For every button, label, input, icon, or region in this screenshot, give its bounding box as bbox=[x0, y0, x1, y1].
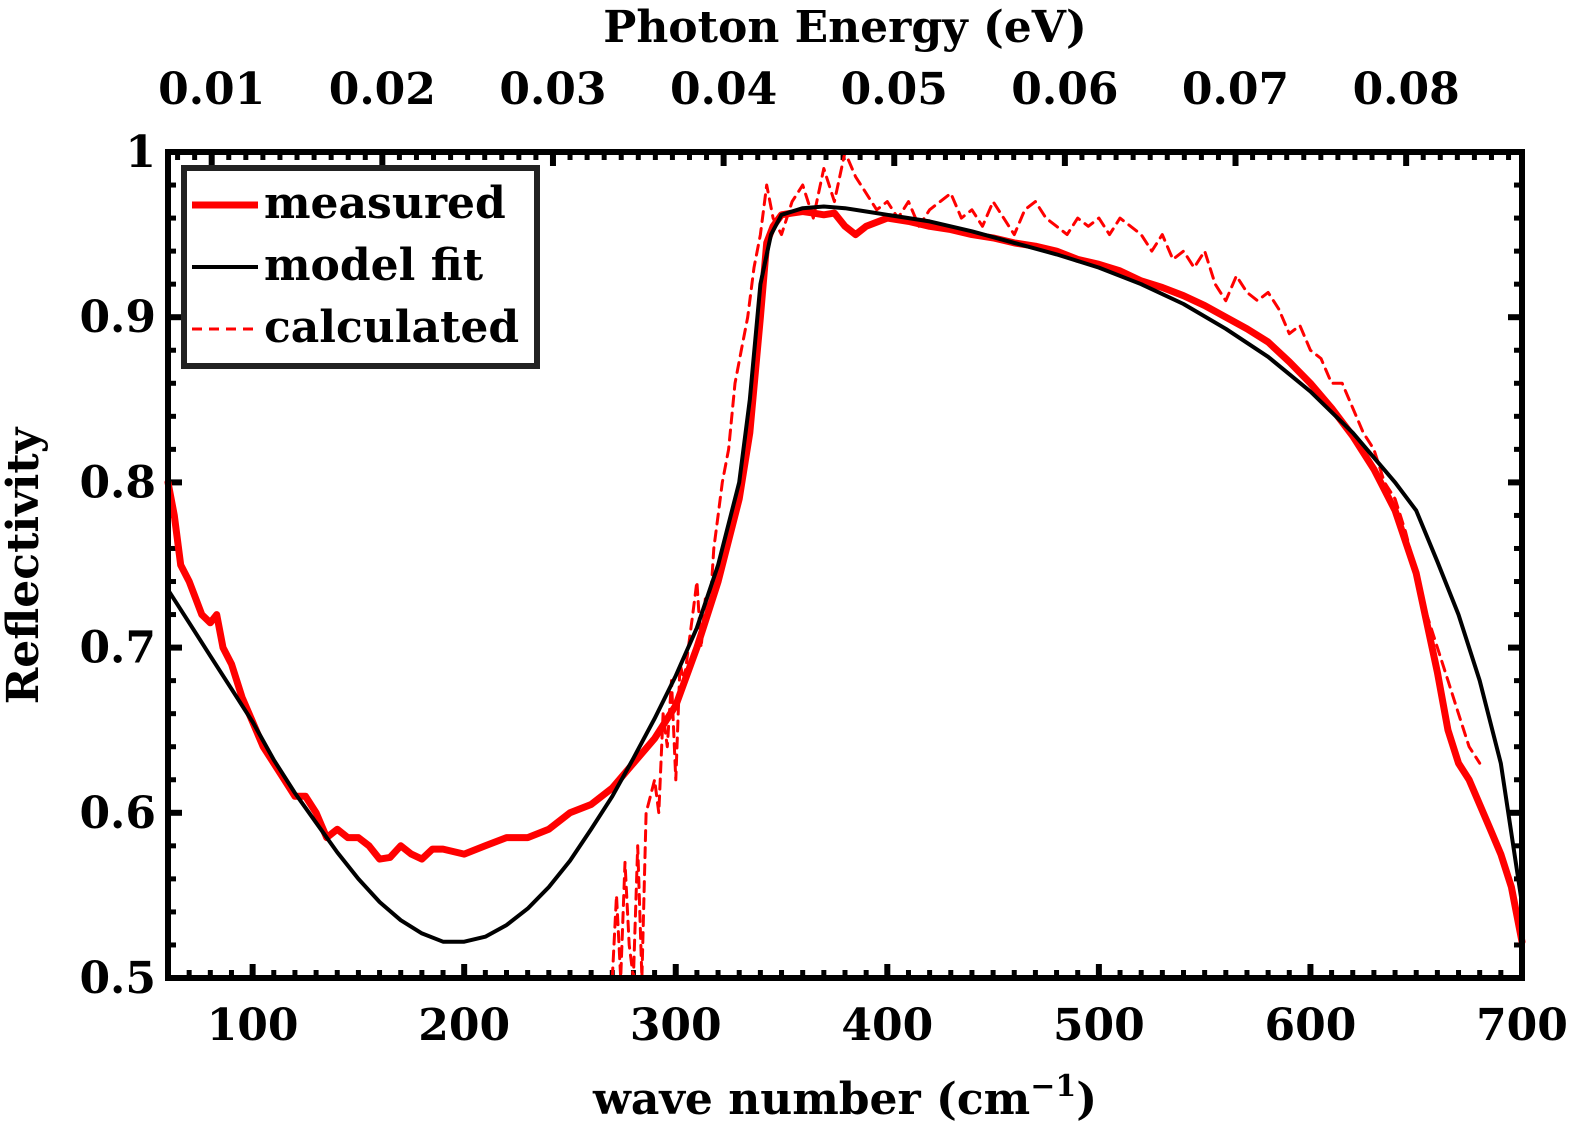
legend-label-calculated: calculated bbox=[264, 302, 519, 353]
x-tick-label: 500 bbox=[1053, 1000, 1145, 1051]
x-axis-title-close: ) bbox=[1076, 1074, 1097, 1125]
x-tick-label: 300 bbox=[630, 1000, 722, 1051]
top-tick-label: 0.02 bbox=[329, 64, 436, 115]
x-tick-label: 700 bbox=[1476, 1000, 1568, 1051]
legend-label-measured: measured bbox=[264, 178, 506, 229]
x-tick-label: 200 bbox=[418, 1000, 510, 1051]
y-tick-label: 1 bbox=[125, 127, 156, 178]
tick-labels: 100 200 300 400 500 600 7000.50.60.70.80.910.0… bbox=[79, 64, 1567, 1051]
top-tick-label: 0.01 bbox=[158, 64, 265, 115]
top-axis-title: Photon Energy (eV) bbox=[603, 2, 1087, 53]
x-axis-title-text: wave number (cm bbox=[592, 1074, 1030, 1125]
y-tick-label: 0.9 bbox=[79, 292, 156, 343]
plot-frame bbox=[165, 149, 1525, 981]
y-tick-label: 0.8 bbox=[79, 457, 156, 508]
y-axis-title: Reflectivity bbox=[0, 426, 49, 704]
y-tick-label: 0.6 bbox=[79, 788, 156, 839]
top-tick-label: 0.07 bbox=[1182, 64, 1289, 115]
top-tick-label: 0.06 bbox=[1011, 64, 1118, 115]
x-axis-title: wave number (cm−1) bbox=[592, 1069, 1097, 1125]
y-tick-label: 0.5 bbox=[79, 953, 156, 1004]
legend-label-model-fit: model fit bbox=[264, 240, 484, 291]
top-tick-label: 0.03 bbox=[499, 64, 606, 115]
y-tick-label: 0.7 bbox=[79, 623, 156, 674]
x-tick-label: 400 bbox=[841, 1000, 933, 1051]
top-tick-label: 0.05 bbox=[841, 64, 948, 115]
x-tick-label: 100 bbox=[207, 1000, 299, 1051]
x-tick-label: 600 bbox=[1265, 1000, 1357, 1051]
top-tick-label: 0.04 bbox=[670, 64, 777, 115]
x-axis-title-superscript: −1 bbox=[1030, 1069, 1076, 1104]
series-layer bbox=[164, 150, 1526, 980]
top-tick-label: 0.08 bbox=[1353, 64, 1460, 115]
legend: measured model fit calculated bbox=[181, 165, 540, 369]
series-model-fit bbox=[166, 204, 1524, 944]
